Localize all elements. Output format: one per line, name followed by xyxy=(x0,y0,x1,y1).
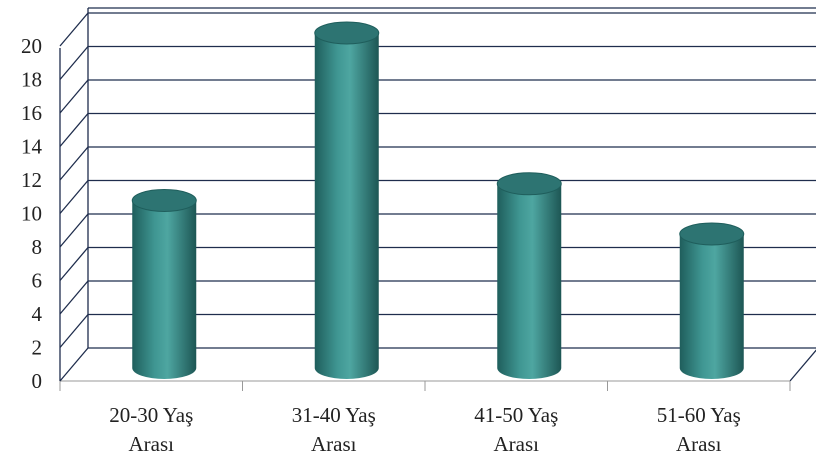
bars xyxy=(131,21,745,380)
y-tick-label: 18 xyxy=(21,68,42,92)
gridline xyxy=(59,45,816,80)
chart-frame xyxy=(59,7,816,391)
gridline xyxy=(59,313,816,348)
y-tick-label: 10 xyxy=(21,202,42,226)
y-tick-label: 14 xyxy=(21,135,43,159)
bar xyxy=(314,21,380,380)
y-tick-label: 12 xyxy=(21,168,42,192)
bar xyxy=(679,222,745,380)
bar xyxy=(131,189,197,380)
bar-body xyxy=(314,33,379,380)
y-axis-ticks: 0 2 4 6 8 10 12 14 16 18 20 xyxy=(21,34,43,393)
bar-top xyxy=(314,21,380,45)
gridline xyxy=(59,79,816,114)
gridline xyxy=(59,179,816,214)
bar-body xyxy=(497,183,562,380)
gridline xyxy=(59,12,816,47)
x-category-label: 41-50 Yaş Arası xyxy=(474,403,558,456)
y-tick-label: 8 xyxy=(32,235,43,259)
x-axis-categories: 20-30 Yaş Arası 31-40 Yaş Arası 41-50 Yaş Ara… xyxy=(109,403,741,456)
y-tick-label: 4 xyxy=(32,302,43,326)
x-category-label: 20-30 Yaş Arası xyxy=(109,403,193,456)
floor-right-edge xyxy=(789,349,816,382)
bar-body xyxy=(679,234,744,380)
bar-top xyxy=(679,222,745,246)
y-tick-label: 16 xyxy=(21,101,42,125)
bar-top xyxy=(131,189,197,212)
gridline xyxy=(59,146,816,181)
y-tick-label: 6 xyxy=(32,269,43,293)
gridline xyxy=(59,213,816,248)
bar-top xyxy=(496,172,562,196)
y-tick-label: 20 xyxy=(21,34,42,58)
gridline xyxy=(59,112,816,147)
x-category-label: 51-60 Yaş Arası xyxy=(657,403,741,456)
gridlines xyxy=(59,12,816,382)
gridline xyxy=(59,246,816,281)
y-tick-label: 2 xyxy=(32,336,43,360)
x-category-label: 31-40 Yaş Arası xyxy=(292,403,376,456)
gridline xyxy=(59,347,816,382)
bar-body xyxy=(132,200,197,380)
bar xyxy=(496,172,562,380)
y-tick-label: 0 xyxy=(32,369,43,393)
gridline xyxy=(59,280,816,315)
